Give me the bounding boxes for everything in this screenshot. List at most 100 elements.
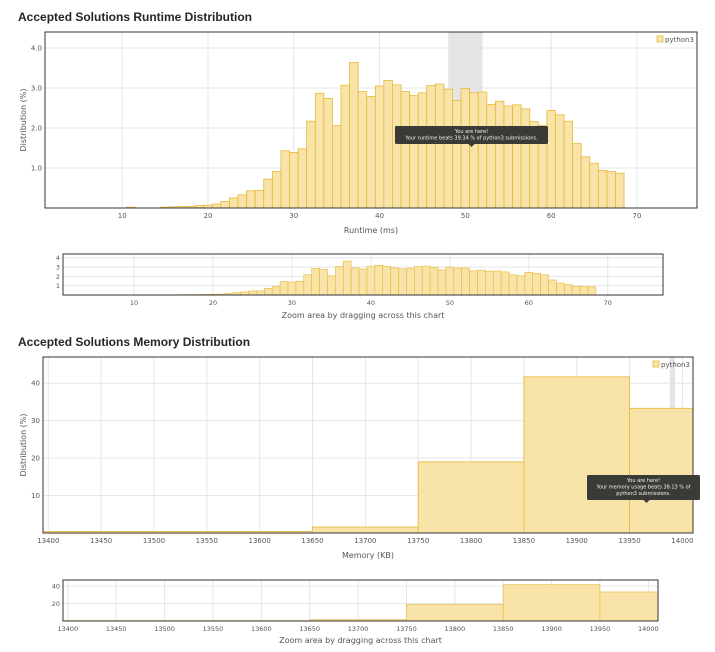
distribution-bar[interactable] [597,169,608,209]
distribution-bar[interactable] [434,83,445,209]
distribution-bar[interactable] [477,91,488,209]
distribution-bar[interactable] [392,84,402,209]
distribution-bar[interactable] [580,156,591,209]
distribution-bar[interactable] [461,267,470,296]
distribution-bar[interactable] [599,591,659,622]
distribution-bar[interactable] [335,266,344,296]
distribution-bar[interactable] [271,171,282,209]
distribution-bar[interactable] [340,84,350,209]
distribution-bar[interactable] [589,162,599,209]
distribution-bar[interactable] [382,265,391,296]
distribution-bar[interactable] [390,267,399,296]
distribution-bar[interactable] [406,267,415,296]
distribution-bar[interactable] [508,274,518,296]
distribution-bar[interactable] [546,110,556,209]
distribution-bar[interactable] [571,285,581,296]
distribution-bar[interactable] [429,267,439,296]
distribution-bar[interactable] [437,269,447,296]
distribution-bar[interactable] [523,376,630,534]
distribution-bar[interactable] [494,100,505,209]
distribution-bar[interactable] [485,270,494,296]
distribution-bar[interactable] [306,120,316,209]
memory-zoom-navigator-chart[interactable]: 13400 13450 13500 13550 13600 13650 13700 13750… [0,576,715,646]
distribution-bar[interactable] [229,197,239,209]
distribution-bar[interactable] [366,266,376,296]
distribution-bar[interactable] [606,171,616,209]
runtime-distribution-chart[interactable]: 10 20 30 40 50 60 70 1.0 2.0 3.0 4.0 Runtime (ms) Di… [0,28,715,236]
distribution-bar[interactable] [492,270,502,296]
distribution-bar[interactable] [248,290,257,296]
distribution-bar[interactable] [263,178,273,209]
distribution-bar[interactable] [246,190,256,209]
distribution-bar[interactable] [563,120,574,209]
distribution-bar[interactable] [443,88,453,209]
distribution-bar[interactable] [256,290,265,296]
distribution-bar[interactable] [323,98,333,209]
distribution-bar[interactable] [524,271,534,296]
distribution-bar[interactable] [264,287,273,296]
distribution-bar[interactable] [421,265,431,296]
distribution-bar[interactable] [502,584,601,622]
distribution-bar[interactable] [289,152,299,209]
distribution-bar[interactable] [579,286,589,296]
distribution-bar[interactable] [374,264,384,296]
distribution-bar[interactable] [615,172,625,209]
distribution-bar[interactable] [220,201,230,209]
distribution-bar[interactable] [540,274,549,296]
distribution-bar[interactable] [548,279,557,296]
runtime-zoom-navigator-chart[interactable]: 10 20 30 40 50 60 70 123 4 Zoom area by dragging … [0,250,715,320]
distribution-bar[interactable] [587,286,597,296]
distribution-bar[interactable] [331,125,342,209]
distribution-bar[interactable] [400,91,411,209]
distribution-bar[interactable] [271,286,281,296]
distribution-bar[interactable] [237,194,248,209]
distribution-bar[interactable] [406,604,504,622]
distribution-bar[interactable] [572,143,582,209]
distribution-bar[interactable] [287,281,297,296]
distribution-bar[interactable] [357,91,368,209]
distribution-bar[interactable] [417,92,428,209]
distribution-bar[interactable] [512,104,522,209]
distribution-bar[interactable] [398,268,407,296]
distribution-bar[interactable] [453,267,462,296]
distribution-bar[interactable] [452,100,462,209]
distribution-bar[interactable] [445,266,455,296]
distribution-bar[interactable] [477,269,486,296]
distribution-bar[interactable] [426,85,436,209]
distribution-bar[interactable] [303,274,312,296]
distribution-bar[interactable] [409,95,419,209]
distribution-bar[interactable] [374,85,385,209]
distribution-bar[interactable] [358,268,368,296]
distribution-bar[interactable] [555,114,565,209]
distribution-bar[interactable] [279,281,289,296]
distribution-bar[interactable] [319,269,328,296]
distribution-bar[interactable] [469,270,478,296]
distribution-bar[interactable] [297,148,308,209]
distribution-bar[interactable] [503,105,513,209]
distribution-bar[interactable] [314,92,325,209]
distribution-bar[interactable] [532,272,541,296]
distribution-bar[interactable] [500,271,510,296]
distribution-bar[interactable] [366,96,376,209]
distribution-bar[interactable] [417,461,525,534]
distribution-bar[interactable] [350,267,360,296]
distribution-bar[interactable] [312,526,419,534]
distribution-bar[interactable] [349,62,359,209]
distribution-bar[interactable] [486,104,496,209]
distribution-bar[interactable] [556,282,565,296]
distribution-bar[interactable] [564,284,573,296]
distribution-bar[interactable] [516,275,526,296]
distribution-bar[interactable] [342,260,352,296]
distribution-bar[interactable] [469,92,479,209]
distribution-bar[interactable] [520,108,531,209]
distribution-bar[interactable] [254,189,265,209]
distribution-bar[interactable] [280,150,290,209]
distribution-bar[interactable] [460,88,471,209]
distribution-bar[interactable] [211,203,222,209]
distribution-bar[interactable] [327,275,336,296]
distribution-bar[interactable] [295,280,305,296]
distribution-bar[interactable] [311,267,320,296]
distribution-bar[interactable] [383,80,393,209]
memory-distribution-chart[interactable]: 13400 13450 13500 13550 13600 13650 13700 13750… [0,353,715,563]
distribution-bar[interactable] [414,266,423,296]
